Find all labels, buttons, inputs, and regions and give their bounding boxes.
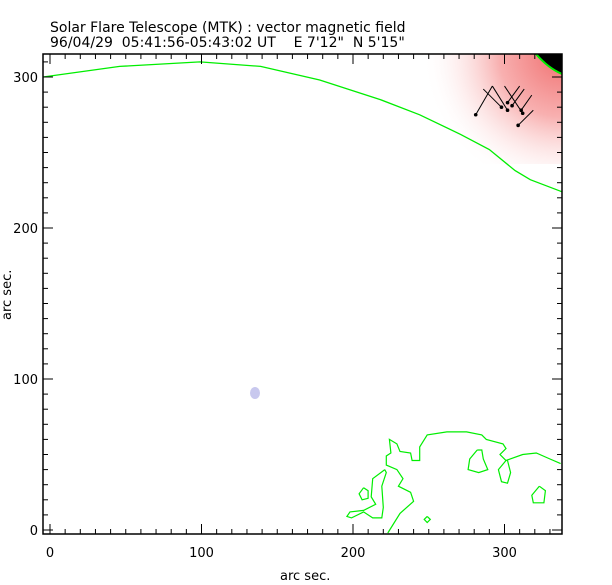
field-vector — [475, 85, 493, 116]
field-contour — [385, 431, 561, 534]
chart-title: Solar Flare Telescope (MTK) : vector mag… — [50, 20, 406, 36]
solar-limb-line — [43, 61, 562, 193]
vector-head — [519, 108, 523, 113]
y-tick-label: 200 — [13, 222, 38, 237]
off-disk-edge — [535, 54, 562, 75]
y-axis-label: arc sec. — [0, 270, 15, 320]
flare-intensity-region — [400, 54, 562, 164]
field-contour — [531, 485, 547, 504]
field-vector — [511, 88, 525, 106]
field-vector — [491, 85, 508, 111]
x-axis-label: arc sec. — [280, 569, 330, 584]
vector-head — [516, 123, 520, 128]
field-vector — [504, 85, 524, 114]
x-tick-label: 200 — [341, 546, 366, 561]
chart-subtitle: 96/04/29 05:41:56-05:43:02 UT E 7'12" N … — [50, 35, 405, 51]
vector-head — [520, 111, 525, 116]
y-tick-label: 300 — [13, 71, 38, 86]
field-contour — [345, 469, 387, 519]
vector-head — [505, 108, 510, 113]
faint-spot — [250, 387, 260, 399]
field-vector — [517, 109, 534, 126]
field-vector — [507, 85, 521, 103]
field-contour — [497, 460, 512, 484]
field-contour — [467, 449, 489, 474]
field-vector — [482, 88, 502, 108]
x-tick-label: 100 — [189, 546, 214, 561]
x-tick-label: 0 — [46, 546, 54, 561]
x-tick-label: 300 — [492, 546, 517, 561]
plot-frame — [42, 53, 563, 535]
field-vector — [520, 94, 533, 111]
vector-head — [510, 103, 514, 108]
y-tick-label: 100 — [13, 373, 38, 388]
vector-head — [499, 105, 504, 109]
y-tick-label: 0 — [30, 524, 38, 539]
off-disk-region — [536, 54, 562, 74]
vector-head — [505, 100, 510, 105]
vector-head — [473, 112, 478, 117]
field-contour — [423, 515, 432, 524]
field-contour — [358, 487, 369, 501]
